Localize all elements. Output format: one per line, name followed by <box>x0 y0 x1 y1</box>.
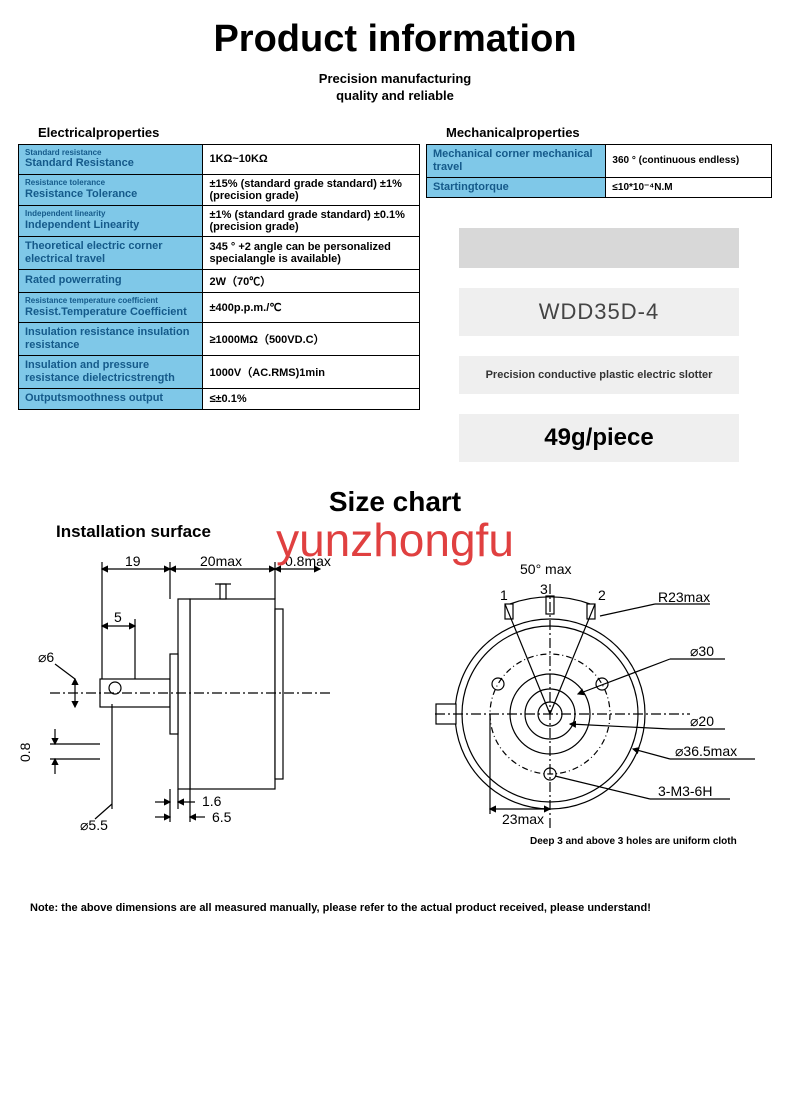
property-value: 2W（70℃） <box>203 269 420 292</box>
table-row: Mechanical corner mechanical travel360 °… <box>427 144 772 177</box>
property-label: Theoretical electric corner electrical t… <box>19 236 203 269</box>
table-row: Startingtorque≤10*10⁻⁴N.M <box>427 178 772 198</box>
mechanical-column: Mechanicalproperties Mechanical corner m… <box>426 125 772 463</box>
page-title: Product information <box>0 18 790 61</box>
property-label: Outputsmoothness output <box>19 389 203 409</box>
property-value: ≥1000MΩ（500VD.C） <box>203 322 420 355</box>
dim-23max: 23max <box>502 811 544 827</box>
weight-box: 49g/piece <box>459 414 739 462</box>
placeholder-box <box>459 228 739 268</box>
property-mainlabel: Insulation resistance insulation resista… <box>25 326 189 351</box>
property-mainlabel: Outputsmoothness output <box>25 392 163 404</box>
property-mainlabel: Rated powerrating <box>25 274 122 286</box>
table-row: Insulation and pressure resistance diele… <box>19 356 420 389</box>
property-label: Mechanical corner mechanical travel <box>427 144 606 177</box>
property-mainlabel: Independent Linearity <box>25 219 139 231</box>
property-mainlabel: Resistance Tolerance <box>25 188 137 200</box>
subtitle-line2: quality and reliable <box>336 88 454 103</box>
property-label: Independent linearityIndependent Lineari… <box>19 205 203 236</box>
table-row: Rated powerrating 2W（70℃） <box>19 269 420 292</box>
property-mainlabel: Resist.Temperature Coefficient <box>25 306 187 318</box>
property-mainlabel: Insulation and pressure resistance diele… <box>25 359 175 384</box>
property-value: ≤±0.1% <box>203 389 420 409</box>
product-info-boxes: WDD35D-4 Precision conductive plastic el… <box>426 228 772 462</box>
property-label: Rated powerrating <box>19 269 203 292</box>
tables-wrap: Electricalproperties Standard resistance… <box>18 125 772 463</box>
dim-m3: 3-M3-6H <box>658 783 712 799</box>
property-value: ≤10*10⁻⁴N.M <box>606 178 772 198</box>
dim-phi6: ⌀6 <box>38 649 54 665</box>
property-sublabel: Independent linearity <box>25 209 196 219</box>
property-sublabel: Resistance temperature coefficient <box>25 296 196 306</box>
install-surface-label: Installation surface <box>56 522 790 542</box>
property-value: ±15% (standard grade standard) ±1% (prec… <box>203 174 420 205</box>
property-value: 1000V（AC.RMS)1min <box>203 356 420 389</box>
pin-2: 2 <box>598 587 606 603</box>
deep-note: Deep 3 and above 3 holes are uniform clo… <box>530 836 737 847</box>
property-label: Resistance temperature coefficientResist… <box>19 292 203 322</box>
dim-phi365: ⌀36.5max <box>675 743 737 759</box>
pin-3: 3 <box>540 581 548 597</box>
property-label: Insulation resistance insulation resista… <box>19 322 203 355</box>
table-row: Outputsmoothness output ≤±0.1% <box>19 389 420 409</box>
property-label: Standard resistanceStandard Resistance <box>19 144 203 174</box>
property-mainlabel: Standard Resistance <box>25 157 134 169</box>
property-value: 360 ° (continuous endless) <box>606 144 772 177</box>
diagrams-row: 19 20max 0.8max 5 ⌀6 0.8 ⌀5.5 1.6 6.5 <box>0 554 790 864</box>
dim-08: 0.8 <box>20 743 33 763</box>
property-sublabel: Standard resistance <box>25 148 196 158</box>
description-box: Precision conductive plastic electric sl… <box>459 356 739 394</box>
dim-16: 1.6 <box>202 793 222 809</box>
electrical-table: Standard resistanceStandard Resistance1K… <box>18 144 420 410</box>
dim-65: 6.5 <box>212 809 232 825</box>
size-chart-title: Size chart <box>0 486 790 518</box>
electrical-column: Electricalproperties Standard resistance… <box>18 125 420 410</box>
dim-phi55: ⌀5.5 <box>80 817 108 833</box>
model-box: WDD35D-4 <box>459 288 739 336</box>
dim-5: 5 <box>114 609 122 625</box>
table-row: Theoretical electric corner electrical t… <box>19 236 420 269</box>
property-sublabel: Resistance tolerance <box>25 178 196 188</box>
table-row: Standard resistanceStandard Resistance1K… <box>19 144 420 174</box>
subtitle: Precision manufacturing quality and reli… <box>0 71 790 105</box>
property-value: 345 ° +2 angle can be personalized speci… <box>203 236 420 269</box>
dim-20max: 20max <box>200 554 242 569</box>
side-view-diagram: 19 20max 0.8max 5 ⌀6 0.8 ⌀5.5 1.6 6.5 <box>20 554 350 844</box>
mechanical-heading: Mechanicalproperties <box>446 125 772 140</box>
dim-50deg: 50° max <box>520 561 572 577</box>
property-label: Insulation and pressure resistance diele… <box>19 356 203 389</box>
property-label: Startingtorque <box>427 178 606 198</box>
mechanical-table: Mechanical corner mechanical travel360 °… <box>426 144 772 199</box>
table-row: Insulation resistance insulation resista… <box>19 322 420 355</box>
table-row: Independent linearityIndependent Lineari… <box>19 205 420 236</box>
dim-phi20: ⌀20 <box>690 713 714 729</box>
property-value: ±400p.p.m./℃ <box>203 292 420 322</box>
property-value: ±1% (standard grade standard) ±0.1% (pre… <box>203 205 420 236</box>
property-label: Resistance toleranceResistance Tolerance <box>19 174 203 205</box>
dim-19: 19 <box>125 554 141 569</box>
subtitle-line1: Precision manufacturing <box>319 71 471 86</box>
pin-1: 1 <box>500 587 508 603</box>
property-value: 1KΩ~10KΩ <box>203 144 420 174</box>
dim-r23: R23max <box>658 589 710 605</box>
table-row: Resistance temperature coefficientResist… <box>19 292 420 322</box>
table-row: Resistance toleranceResistance Tolerance… <box>19 174 420 205</box>
footnote: Note: the above dimensions are all measu… <box>30 902 770 914</box>
electrical-heading: Electricalproperties <box>38 125 420 140</box>
front-view-diagram: 50° max 1 3 2 R23max ⌀30 ⌀20 ⌀36.5max 3-… <box>390 554 770 864</box>
dim-08max: 0.8max <box>285 554 331 569</box>
dim-phi30: ⌀30 <box>690 643 714 659</box>
property-mainlabel: Theoretical electric corner electrical t… <box>25 240 163 265</box>
